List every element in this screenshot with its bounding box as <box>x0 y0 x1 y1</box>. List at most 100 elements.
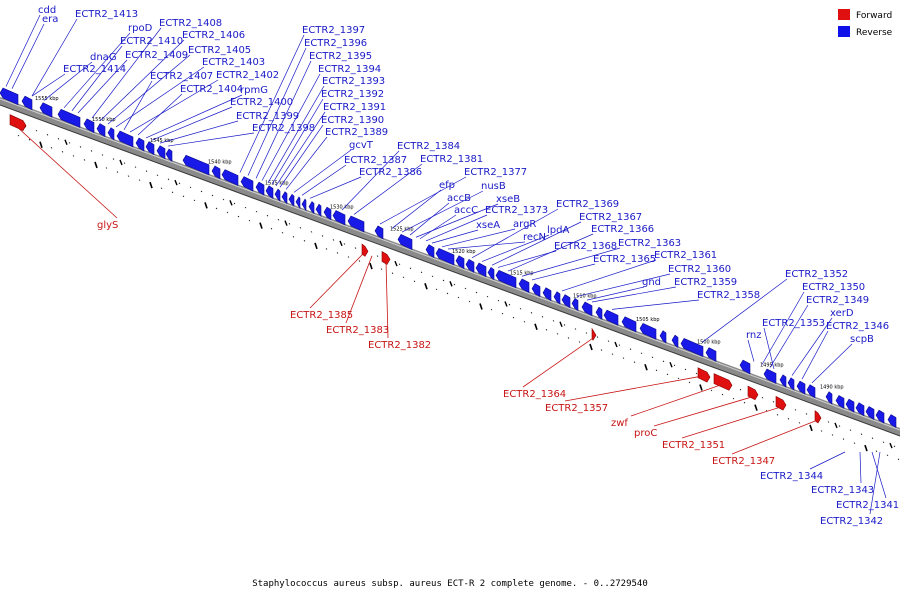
reverse-leader-line <box>611 299 700 310</box>
reverse-gene-arrow <box>825 391 833 405</box>
reverse-gene-label: ECTR2_1359 <box>674 277 737 288</box>
kbp-tick-label: 1555 kbp <box>35 96 59 102</box>
scale-dot <box>541 316 544 318</box>
scale-dot <box>178 182 181 185</box>
reverse-gene-arrow <box>806 384 816 399</box>
reverse-gene-arrow <box>581 301 593 317</box>
scale-dot <box>222 198 225 201</box>
reverse-gene-label: dnaG <box>90 52 117 63</box>
scale-dot <box>640 352 643 355</box>
scale-dot <box>545 329 548 331</box>
scale-dot <box>270 227 273 230</box>
reverse-leader-line <box>247 47 307 176</box>
scale-dot <box>325 248 328 250</box>
scale-dot <box>732 397 735 400</box>
reverse-gene-label: ECTR2_1395 <box>309 51 372 62</box>
scale-dot <box>409 267 412 270</box>
reverse-gene-label: rpoD <box>128 23 153 34</box>
scale-dot <box>794 409 797 411</box>
reverse-gene-arrow <box>425 244 435 259</box>
scale-dot <box>332 239 335 241</box>
reverse-gene-label: nusB <box>481 181 506 192</box>
reverse-leader-line <box>576 273 671 297</box>
reverse-gene-arrow <box>779 374 787 388</box>
scale-dot <box>497 299 500 302</box>
reverse-leader-line <box>271 98 324 185</box>
scale-tick <box>339 240 343 247</box>
scale-dot <box>193 199 196 202</box>
reverse-leader-line <box>521 247 621 277</box>
scale-dot <box>743 401 746 404</box>
reverse-gene-label: cdd <box>38 5 56 16</box>
reverse-gene-label: xseB <box>496 194 520 205</box>
bottom-gene-label: ECTR2_1341 <box>836 500 899 511</box>
scale-dot <box>310 231 313 233</box>
reverse-gene-arrow <box>542 287 552 302</box>
scale-dot <box>17 134 20 137</box>
scale-dot <box>182 195 185 198</box>
scale-tick <box>119 159 123 166</box>
bottom-leader-line <box>809 451 846 470</box>
kbp-tick-label: 1515 kbp <box>510 271 534 277</box>
scale-dot <box>457 296 460 299</box>
reverse-gene-label: ECTR2_1358 <box>697 290 760 301</box>
scale-dot <box>215 207 218 210</box>
reverse-leader-line <box>71 45 123 111</box>
scale-tick <box>754 404 758 411</box>
forward-gene-label: ECTR2_1357 <box>545 403 608 414</box>
scale-ticks <box>13 121 900 461</box>
reverse-leader-line <box>401 190 484 233</box>
scale-dot <box>46 134 49 136</box>
forward-gene-label: zwf <box>611 418 628 429</box>
scale-dot <box>391 272 394 274</box>
reverse-gene-label: ECTR2_1386 <box>359 167 422 178</box>
reverse-gene-arrow <box>603 309 619 326</box>
reverse-leader-line <box>129 79 219 133</box>
reverse-gene-label: ECTR2_1403 <box>202 57 265 68</box>
scale-dot <box>567 337 570 339</box>
forward-leader-line <box>564 376 701 402</box>
scale-dot <box>552 320 555 322</box>
reverse-leader-line <box>497 250 557 268</box>
scale-dot <box>695 372 698 375</box>
reverse-leader-line <box>43 61 93 101</box>
scale-dot <box>167 178 170 181</box>
forward-gene-arrow <box>591 327 597 341</box>
scale-dot <box>79 146 82 148</box>
reverse-gene-arrow <box>182 154 210 176</box>
legend: Forward Reverse <box>838 9 893 38</box>
reverse-gene-arrow <box>855 402 865 417</box>
scale-dot <box>897 458 900 461</box>
scale-tick <box>64 139 68 145</box>
scale-dot <box>563 324 566 326</box>
legend-reverse-swatch <box>838 26 850 37</box>
scale-dot <box>413 280 416 283</box>
reverse-leader-line <box>99 39 185 122</box>
scale-dot <box>321 235 324 237</box>
reverse-leader-line <box>115 66 205 128</box>
reverse-gene-arrow <box>332 210 346 226</box>
reverse-gene-label: ECTR2_1384 <box>397 141 460 152</box>
legend-forward-label: Forward <box>856 11 892 21</box>
forward-gene-arrow <box>697 367 711 383</box>
scale-dot <box>523 320 526 323</box>
scale-dot <box>875 450 878 452</box>
scale-dot <box>233 202 236 205</box>
scale-dot <box>211 194 214 197</box>
reverse-gene-arrow <box>621 316 637 333</box>
scale-dot <box>431 275 434 278</box>
bottom-gene-labels: ECTR2_1344 ECTR2_1343 ECTR2_1341 ECTR2_1342 <box>760 451 899 527</box>
scale-dot <box>123 162 126 164</box>
scale-dot <box>787 418 790 420</box>
reverse-leader-line <box>586 286 645 301</box>
scale-dot <box>402 276 405 279</box>
reverse-gene-arrow <box>397 233 413 250</box>
reverse-gene-arrow <box>116 130 134 148</box>
reverse-leader-line <box>5 14 41 87</box>
reverse-gene-label: ECTR2_1387 <box>344 155 407 166</box>
reverse-leader-line <box>301 164 347 196</box>
bottom-leader-line <box>859 451 862 484</box>
scale-dot <box>336 252 339 254</box>
scale-dot <box>112 158 115 160</box>
